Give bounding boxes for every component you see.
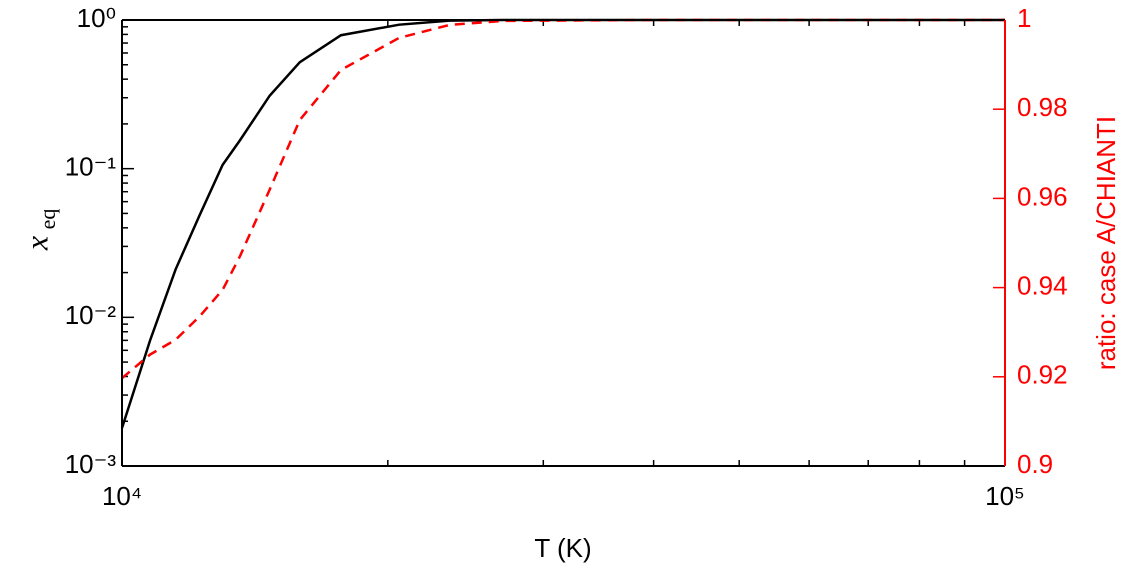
y-axis-label-subscript: eq: [35, 209, 60, 230]
y2-tick-label: 0.92: [1017, 360, 1068, 390]
x-tick-label: 10⁴: [102, 481, 142, 511]
y-axis-label: x: [18, 236, 54, 251]
y-axis-label-group: x eq: [18, 209, 60, 251]
x-axis-label: T (K): [534, 533, 591, 563]
y2-axis-label: ratio: case A/CHIANTI: [1091, 116, 1121, 370]
y2-tick-label: 1: [1017, 3, 1031, 33]
y2-tick-label: 0.94: [1017, 270, 1068, 300]
x-tick-label: 10⁵: [985, 481, 1025, 511]
y-tick-label: 10⁻²: [65, 300, 117, 330]
data-line: [121, 18, 1005, 380]
y-tick-label: 10⁻¹: [65, 152, 117, 182]
y-tick-label: 10⁰: [77, 3, 116, 33]
y-tick-label: 10⁻³: [65, 449, 117, 479]
y2-tick-label: 0.96: [1017, 181, 1068, 211]
y2-tick-label: 0.9: [1017, 449, 1053, 479]
y2-tick-label: 0.98: [1017, 92, 1068, 122]
